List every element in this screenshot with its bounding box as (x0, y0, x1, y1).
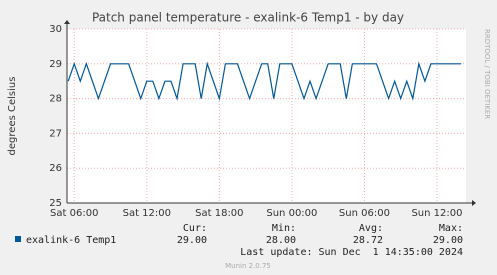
chart-title: Patch panel temperature - exalink-6 Temp… (92, 11, 404, 25)
y-tick-label: 25 (49, 198, 62, 209)
x-tick-label: Sat 12:00 (123, 208, 171, 219)
axis-arrow (472, 200, 476, 206)
stat-header: Avg: (359, 223, 383, 234)
stat-header: Min: (272, 223, 296, 234)
stat-header: Cur: (183, 223, 207, 234)
x-tick-label: Sat 06:00 (50, 208, 98, 219)
stat-value: 28.72 (353, 235, 383, 246)
y-tick-label: 28 (49, 94, 62, 105)
axis-arrow (64, 20, 70, 24)
stat-value: 28.00 (266, 235, 296, 246)
data-line (67, 61, 462, 101)
y-tick-label: 27 (49, 128, 62, 139)
x-tick-label: Sun 00:00 (266, 208, 317, 219)
x-tick-label: Sun 06:00 (339, 208, 390, 219)
y-tick-label: 30 (49, 24, 62, 35)
y-tick-label: 29 (49, 59, 62, 70)
x-tick-label: Sun 12:00 (411, 208, 462, 219)
last-update: Last update: Sun Dec 1 14:35:00 2024 (240, 247, 463, 258)
stat-value: 29.00 (433, 235, 463, 246)
plot-area (67, 29, 466, 203)
stat-header: Max: (439, 223, 463, 234)
side-label: RRDTOOL / TOBI OETIKER (483, 29, 491, 119)
legend-swatch (15, 236, 21, 242)
stat-value: 29.00 (177, 235, 207, 246)
y-tick-label: 26 (49, 163, 62, 174)
y-axis-label: degrees Celsius (7, 77, 18, 156)
legend-label: exalink-6 Temp1 (26, 235, 116, 246)
x-tick-label: Sat 18:00 (195, 208, 243, 219)
footer: Munin 2.0.75 (225, 262, 271, 270)
